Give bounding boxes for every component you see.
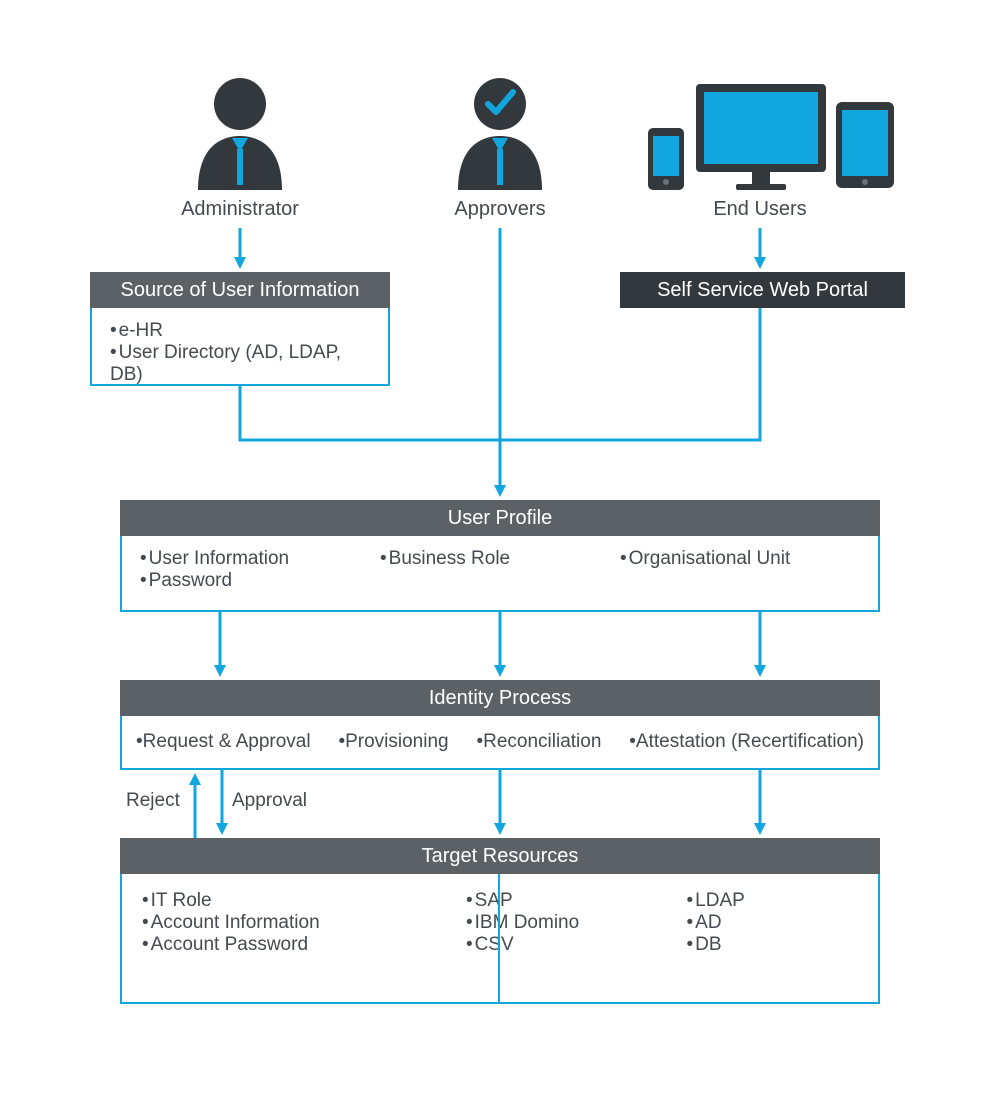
target-resources-body: IT Role Account Information Account Pass… xyxy=(120,874,880,1004)
approval-label: Approval xyxy=(232,790,307,812)
user-profile-title: User Profile xyxy=(448,507,552,530)
identity-process-title: Identity Process xyxy=(429,687,571,710)
administrator-label: Administrator xyxy=(140,198,340,221)
user-profile-body: User Information Password Business Role … xyxy=(120,536,880,612)
profile-item: Business Role xyxy=(380,548,620,570)
identity-process-body: •Request & Approval •Provisioning •Recon… xyxy=(120,716,880,770)
source-box-title: Source of User Information xyxy=(121,279,360,302)
source-item: User Directory (AD, LDAP, DB) xyxy=(110,342,370,386)
profile-item: Organisational Unit xyxy=(620,548,860,570)
profile-item: Password xyxy=(140,570,380,592)
target-item: Account Password xyxy=(142,934,436,956)
process-item: •Attestation (Recertification) xyxy=(629,731,864,753)
user-profile-header: User Profile xyxy=(120,500,880,536)
process-item: •Request & Approval xyxy=(136,731,311,753)
end-users-label: End Users xyxy=(660,198,860,221)
administrator-icon xyxy=(180,70,300,190)
target-item: Account Information xyxy=(142,912,436,934)
diagram-canvas: Administrator Approvers End Users Source… xyxy=(0,0,1000,1100)
identity-process-header: Identity Process xyxy=(120,680,880,716)
target-resources-title: Target Resources xyxy=(422,845,579,868)
target-item: DB xyxy=(687,934,859,956)
end-users-devices-icon xyxy=(640,78,900,198)
profile-item: User Information xyxy=(140,548,380,570)
target-item: IT Role xyxy=(142,890,436,912)
approvers-label: Approvers xyxy=(400,198,600,221)
portal-bar: Self Service Web Portal xyxy=(620,272,905,308)
process-item: •Reconciliation xyxy=(476,731,601,753)
reject-label: Reject xyxy=(126,790,180,812)
source-box-header: Source of User Information xyxy=(90,272,390,308)
process-item: •Provisioning xyxy=(338,731,448,753)
source-item: e-HR xyxy=(110,320,370,342)
approvers-icon xyxy=(440,70,560,190)
target-item: LDAP xyxy=(687,890,859,912)
portal-title: Self Service Web Portal xyxy=(657,279,868,302)
target-resources-header: Target Resources xyxy=(120,838,880,874)
target-resources-divider xyxy=(498,874,500,1004)
target-item: AD xyxy=(687,912,859,934)
source-box-body: e-HR User Directory (AD, LDAP, DB) xyxy=(90,308,390,386)
